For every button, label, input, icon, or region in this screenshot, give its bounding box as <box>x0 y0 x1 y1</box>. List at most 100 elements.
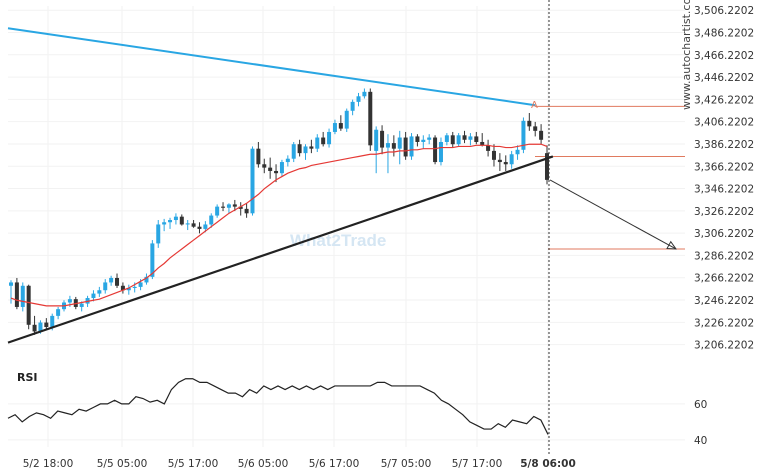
candle-body <box>403 137 408 157</box>
candle <box>397 130 402 165</box>
candle-body <box>132 286 137 289</box>
candle-body <box>115 277 120 286</box>
candle <box>433 135 438 165</box>
resistance-trendline <box>7 27 536 107</box>
candle <box>144 273 149 285</box>
rsi-tick-label: 40 <box>694 435 707 447</box>
candle <box>521 117 526 154</box>
candle <box>450 131 455 148</box>
y-tick-label: 3,326.2202 <box>694 206 754 218</box>
candle-body <box>438 141 443 163</box>
candle <box>315 134 320 153</box>
candle-body <box>433 137 438 163</box>
candle <box>9 280 13 304</box>
y-tick-label: 3,366.2202 <box>694 161 754 173</box>
candle <box>415 134 420 147</box>
candle-body <box>256 148 261 165</box>
candle <box>374 126 379 174</box>
candle <box>309 139 314 154</box>
candle <box>303 144 308 160</box>
candle-body <box>291 144 296 159</box>
candle-body <box>138 282 143 287</box>
candle <box>332 119 337 135</box>
vertical-watermark: www.autochartist.com <box>680 0 693 110</box>
candle-body <box>120 285 125 291</box>
price-levels <box>535 105 685 250</box>
candle <box>486 139 491 157</box>
candle-body <box>215 206 220 216</box>
candle <box>26 284 31 330</box>
x-tick-label: 5/7 05:00 <box>381 458 432 470</box>
candle-body <box>162 222 167 225</box>
candle <box>468 133 473 146</box>
candle-body <box>527 120 532 127</box>
candle <box>391 135 396 157</box>
y-tick-label: 3,246.2202 <box>694 295 754 307</box>
candle <box>539 124 544 145</box>
candle <box>168 217 173 229</box>
y-tick-label: 3,306.2202 <box>694 228 754 240</box>
candle-body <box>409 136 414 157</box>
candle-body <box>321 137 326 145</box>
candle-body <box>20 285 25 307</box>
y-tick-label: 3,406.2202 <box>694 117 754 129</box>
candle-body <box>297 144 302 154</box>
y-tick-label: 3,506.2202 <box>694 5 754 17</box>
candle <box>403 131 408 160</box>
candle-body <box>197 226 202 229</box>
candle-body <box>38 322 43 332</box>
candle <box>238 202 243 216</box>
candle-body <box>50 315 55 328</box>
candle-body <box>544 153 549 180</box>
candle <box>503 155 508 171</box>
candle <box>179 214 184 226</box>
candle <box>368 88 373 151</box>
candle <box>126 284 131 295</box>
candle-body <box>497 159 502 163</box>
candle <box>279 159 284 177</box>
candle <box>344 108 349 132</box>
candle <box>380 125 385 155</box>
candle-body <box>67 299 72 303</box>
candle-body <box>209 215 214 225</box>
y-tick-label: 3,386.2202 <box>694 139 754 151</box>
candle-body <box>462 135 467 140</box>
candle-body <box>515 149 520 155</box>
candle <box>197 222 202 234</box>
candle <box>474 131 479 145</box>
y-tick-label: 3,466.2202 <box>694 50 754 62</box>
candle <box>462 130 467 144</box>
candle <box>515 145 520 160</box>
candle <box>226 203 231 214</box>
watermark: What2Trade <box>290 231 386 250</box>
candle-body <box>14 282 19 307</box>
candle-body <box>221 206 226 208</box>
candle <box>356 92 361 107</box>
candle-body <box>91 293 96 299</box>
candle-body <box>262 164 267 168</box>
x-tick-label: 5/6 05:00 <box>238 458 289 470</box>
candle-body <box>279 162 284 174</box>
candle <box>338 115 343 131</box>
candle-body <box>32 324 37 332</box>
candle <box>480 133 485 147</box>
candle <box>215 204 220 218</box>
candle <box>491 144 496 167</box>
candle <box>103 279 108 294</box>
candle-body <box>238 206 243 209</box>
candle <box>350 99 355 116</box>
candle <box>115 273 120 289</box>
candle <box>297 139 302 157</box>
candle <box>185 220 190 231</box>
candle <box>44 318 49 330</box>
candle-body <box>456 135 461 145</box>
y-tick-label: 3,426.2202 <box>694 94 754 106</box>
candle <box>285 155 290 167</box>
candle-body <box>173 216 178 221</box>
y-tick-label: 3,226.2202 <box>694 317 754 329</box>
candle <box>456 133 461 147</box>
candle <box>250 146 255 216</box>
candle-body <box>9 282 13 286</box>
candle-body <box>303 146 308 154</box>
